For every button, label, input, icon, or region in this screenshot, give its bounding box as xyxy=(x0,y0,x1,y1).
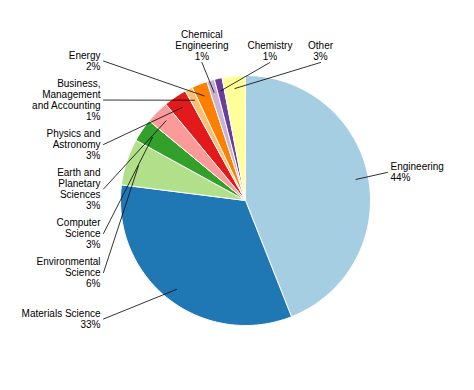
svg-text:Other3%: Other3% xyxy=(308,40,334,62)
svg-text:ChemicalEngineering1%: ChemicalEngineering1% xyxy=(175,29,228,62)
svg-text:Engineering44%: Engineering44% xyxy=(391,161,444,183)
svg-text:Energy2%: Energy2% xyxy=(69,50,101,72)
svg-text:Materials Science33%: Materials Science33% xyxy=(22,308,101,330)
svg-text:Physics andAstronomy3%: Physics andAstronomy3% xyxy=(47,128,101,161)
svg-text:Chemistry1%: Chemistry1% xyxy=(247,40,292,62)
svg-text:EnvironmentalScience6%: EnvironmentalScience6% xyxy=(37,256,101,289)
svg-text:Earth andPlanetarySciences3%: Earth andPlanetarySciences3% xyxy=(57,167,100,211)
svg-text:Business,Managementand Account: Business,Managementand Accounting1% xyxy=(32,78,101,122)
svg-text:ComputerScience3%: ComputerScience3% xyxy=(57,217,102,250)
